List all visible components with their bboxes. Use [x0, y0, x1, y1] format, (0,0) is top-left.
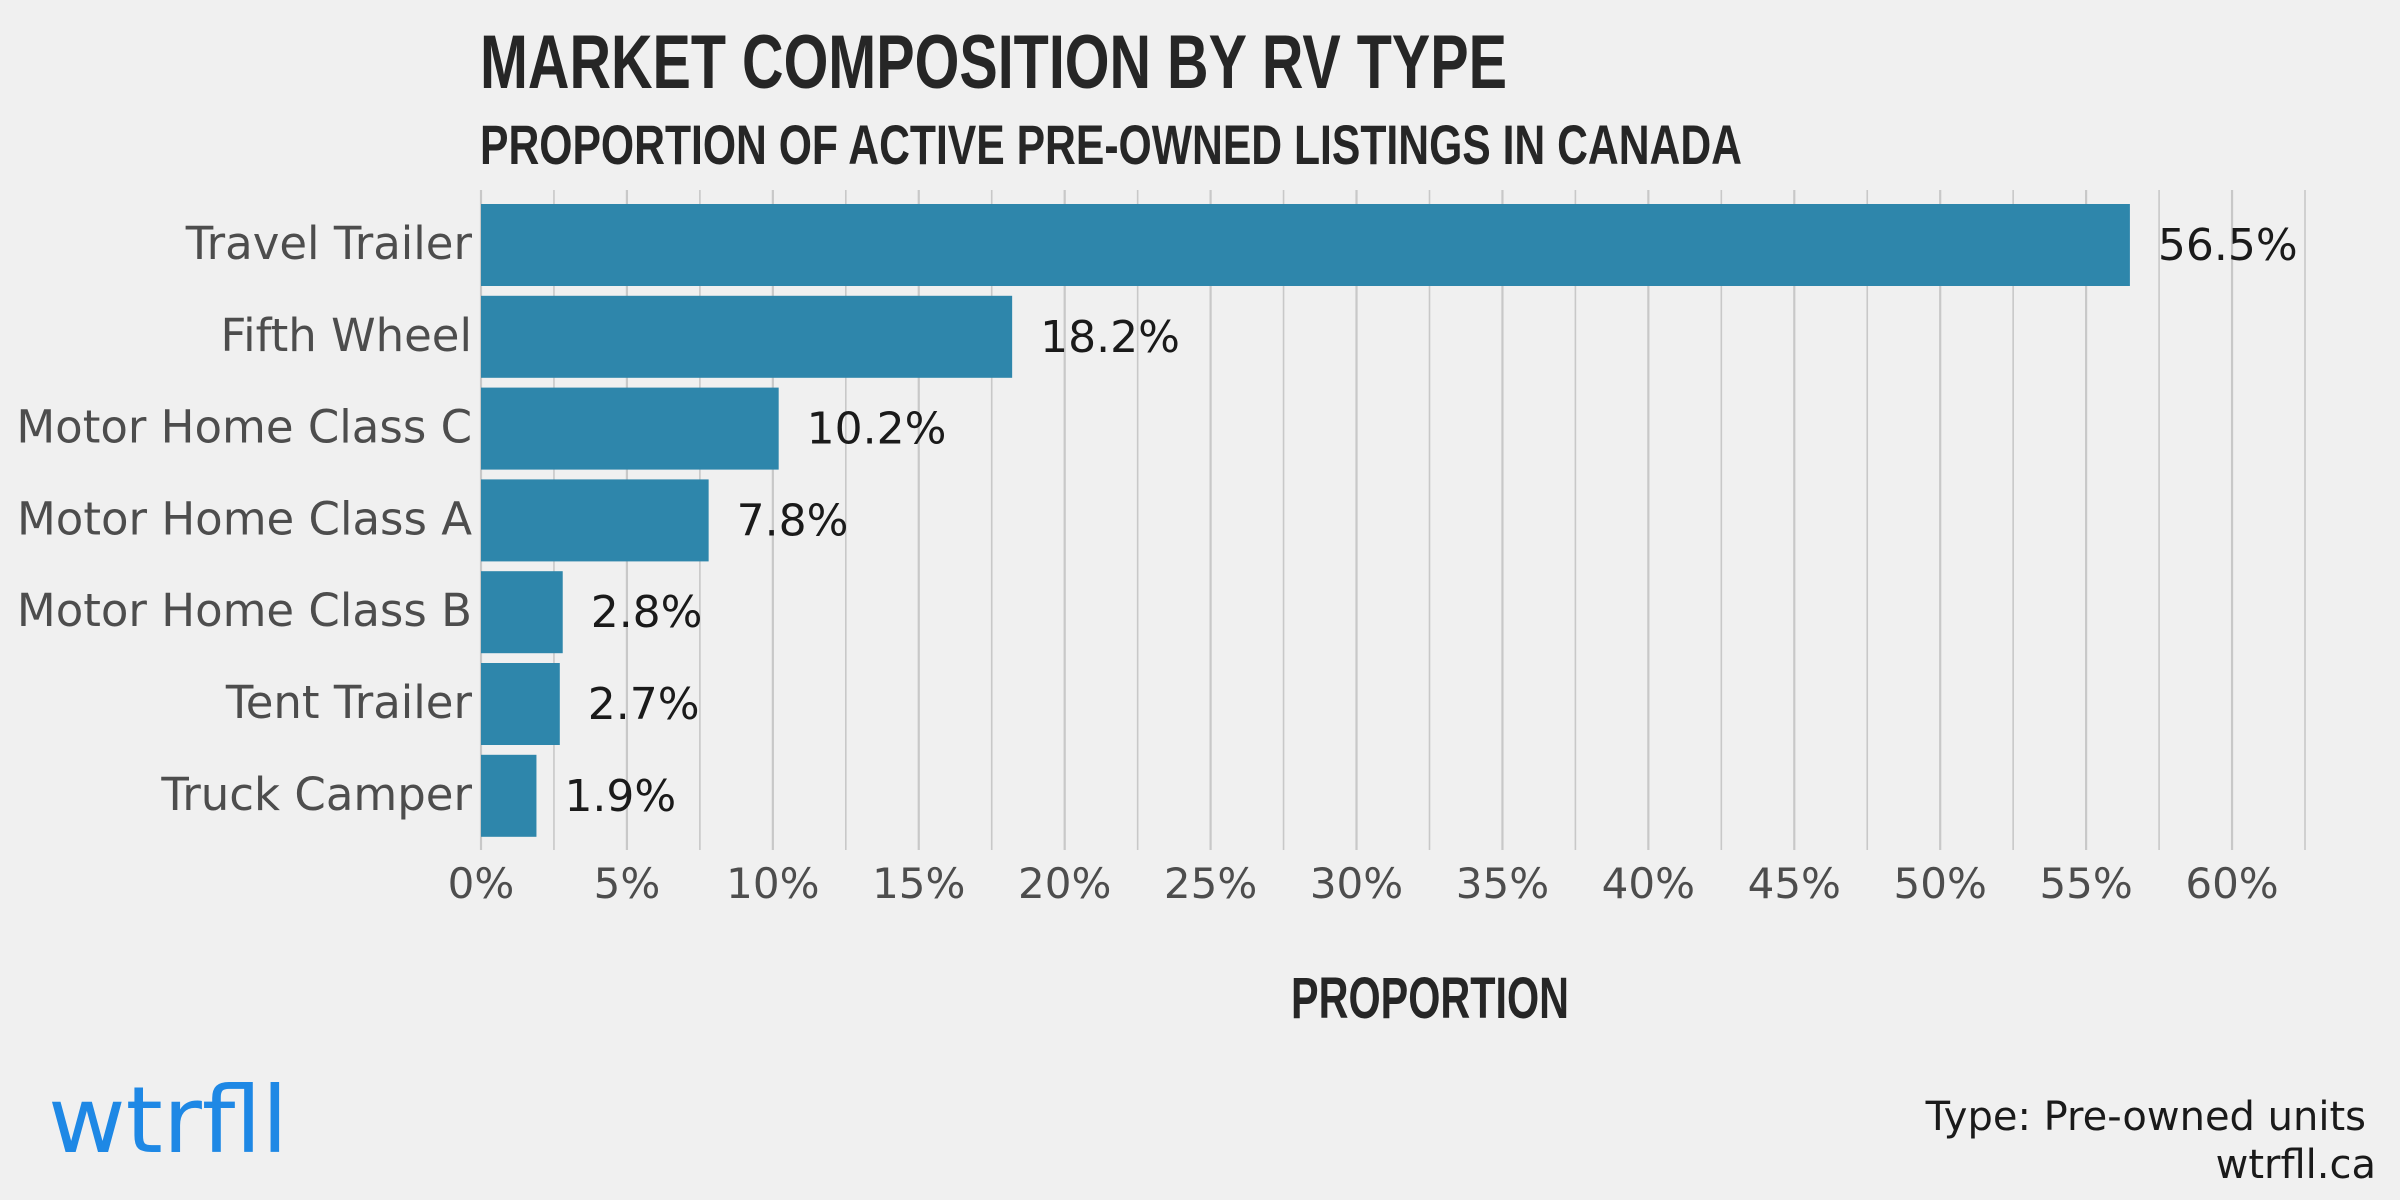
x-tick-label: 30%: [1310, 859, 1403, 908]
x-axis-title: PROPORTION: [1291, 966, 1569, 1031]
x-tick-label: 0%: [448, 859, 515, 908]
x-tick-label: 50%: [1894, 859, 1987, 908]
chart-title: MARKET COMPOSITION BY RV TYPE: [480, 20, 1507, 105]
category-label: Motor Home Class A: [17, 492, 472, 545]
x-tick-label: 35%: [1456, 859, 1549, 908]
data-label: 1.9%: [564, 771, 676, 822]
x-tick-label: 20%: [1018, 859, 1111, 908]
bar: [481, 479, 709, 562]
data-label: 2.7%: [588, 679, 700, 730]
data-label: 56.5%: [2158, 220, 2298, 271]
data-label: 10.2%: [807, 404, 947, 455]
bar: [481, 387, 779, 470]
chart-subtitle: PROPORTION OF ACTIVE PRE-OWNED LISTINGS …: [480, 113, 1742, 176]
bar: [481, 295, 1013, 378]
data-label: 2.8%: [591, 587, 703, 638]
data-label: 18.2%: [1040, 312, 1180, 363]
data-labels: 56.5% 18.2% 10.2% 7.8% 2.8% 2.7% 1.9%: [564, 220, 2297, 822]
wtrfll-logo: wtrfll: [48, 1067, 288, 1174]
category-label: Fifth Wheel: [220, 309, 472, 362]
x-tick-label: 55%: [2039, 859, 2132, 908]
caption-site: wtrfll.ca: [2216, 1142, 2376, 1188]
x-tick-label: 60%: [2185, 859, 2278, 908]
category-label: Truck Camper: [160, 768, 472, 821]
x-tick-labels: 0% 5% 10% 15% 20% 25% 30% 35% 40% 45% 50% 55% 60%: [448, 859, 2279, 908]
data-label: 7.8%: [737, 495, 849, 546]
category-labels: Travel Trailer Fifth Wheel Motor Home Clas…: [16, 217, 472, 821]
category-label: Motor Home Class C: [16, 401, 472, 454]
bar: [481, 204, 2130, 286]
bar: [481, 754, 537, 837]
bars: [481, 204, 2130, 837]
x-tick-label: 25%: [1164, 859, 1257, 908]
category-label: Tent Trailer: [225, 676, 473, 729]
x-tick-label: 10%: [726, 859, 819, 908]
caption-type: Type: Pre-owned units: [1925, 1094, 2366, 1140]
x-tick-label: 45%: [1748, 859, 1841, 908]
bar: [481, 571, 563, 654]
bar: [481, 663, 560, 745]
x-tick-label: 5%: [594, 859, 661, 908]
x-tick-label: 15%: [872, 859, 965, 908]
category-label: Travel Trailer: [185, 217, 473, 270]
x-tick-label: 40%: [1602, 859, 1695, 908]
category-label: Motor Home Class B: [17, 584, 472, 637]
